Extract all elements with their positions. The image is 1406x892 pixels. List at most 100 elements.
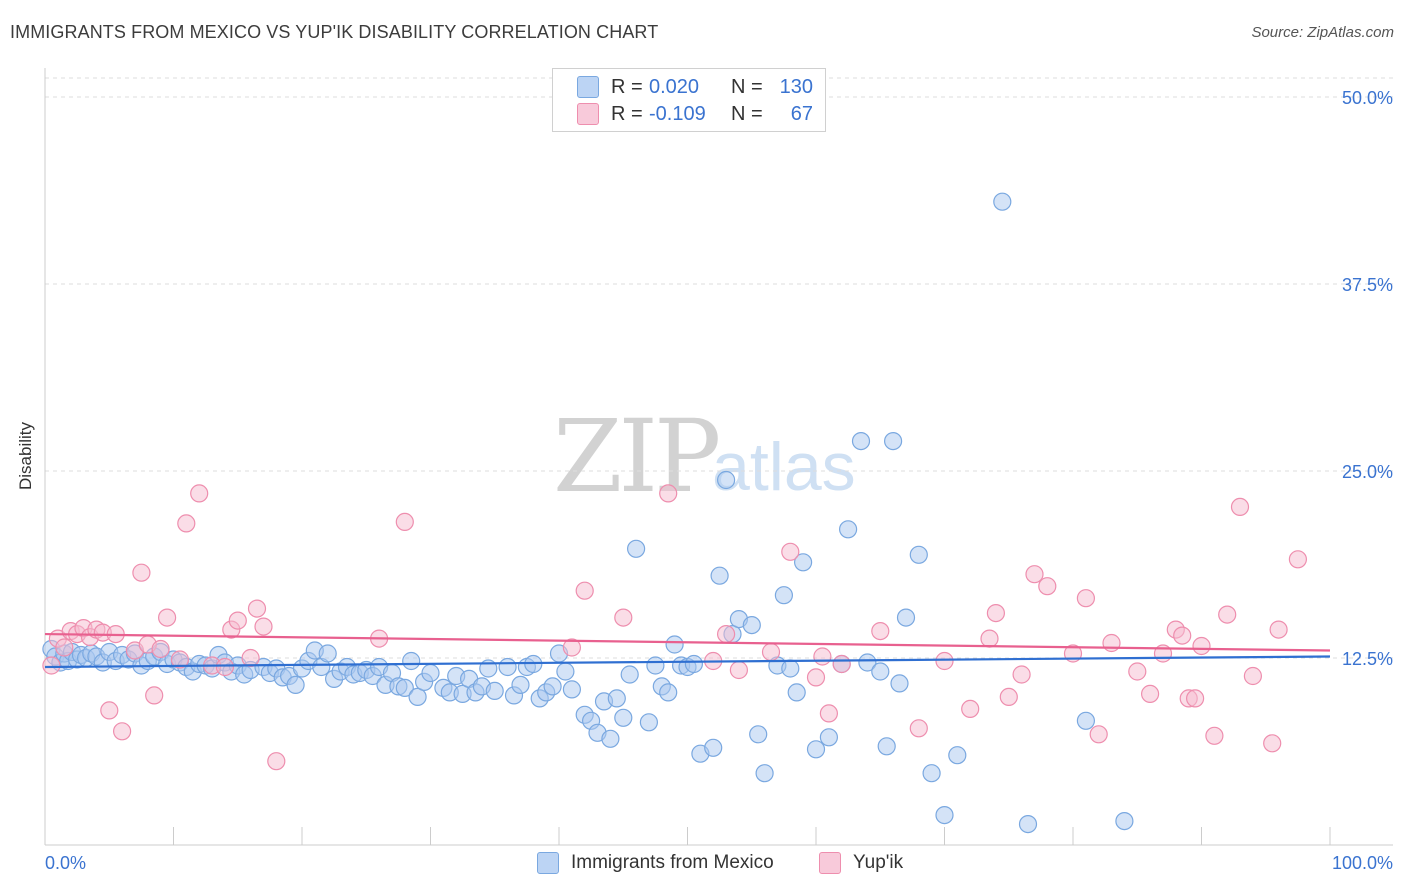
- point-yupik: [190, 484, 209, 503]
- point-mexico: [421, 663, 440, 683]
- point-yupik: [716, 624, 736, 644]
- legend-swatch-blue: [577, 76, 599, 98]
- point-mexico: [646, 656, 665, 675]
- legend-row-mexico: R = 0.020 N = 130: [577, 74, 813, 100]
- point-mexico: [742, 615, 761, 635]
- point-yupik: [132, 563, 151, 582]
- legend-item-yupik[interactable]: Yup'ik: [819, 852, 903, 874]
- trend-line-mexico: [44, 655, 1331, 669]
- point-yupik: [832, 654, 851, 674]
- legend-r-label: R =: [611, 75, 643, 98]
- point-yupik: [1102, 633, 1121, 653]
- point-mexico: [1076, 711, 1096, 730]
- point-mexico: [620, 665, 639, 684]
- point-mexico: [665, 635, 684, 654]
- point-mexico: [896, 608, 916, 627]
- legend-swatch-pink: [577, 103, 599, 125]
- legend-item-mexico[interactable]: Immigrants from Mexico: [537, 852, 774, 874]
- point-mexico: [1018, 814, 1038, 834]
- point-mexico: [890, 674, 909, 693]
- point-mexico: [402, 651, 421, 671]
- legend-label-yupik: Yup'ik: [853, 852, 904, 873]
- point-yupik: [100, 701, 119, 720]
- trend-line-yupik: [44, 632, 1331, 652]
- legend-n-value: 130: [779, 75, 813, 98]
- point-mexico: [286, 675, 305, 695]
- y-tick-label: 37.5%: [1342, 275, 1393, 295]
- point-yupik: [819, 704, 839, 723]
- point-yupik: [254, 617, 273, 636]
- point-mexico: [993, 192, 1012, 211]
- point-mexico: [948, 746, 967, 765]
- point-mexico: [806, 740, 826, 759]
- legend-n-value: 67: [790, 102, 813, 125]
- point-mexico: [716, 470, 736, 490]
- legend-r-value: -0.109: [649, 102, 706, 125]
- point-mexico: [793, 553, 813, 572]
- point-yupik: [806, 668, 826, 687]
- point-mexico: [639, 713, 659, 732]
- y-tick-label: 50.0%: [1342, 88, 1393, 108]
- point-mexico: [395, 678, 414, 698]
- point-yupik: [1205, 726, 1224, 745]
- point-mexico: [684, 654, 704, 674]
- point-yupik: [1218, 605, 1237, 624]
- point-yupik: [42, 656, 61, 675]
- source-label: Source: ZipAtlas.com: [1251, 24, 1394, 41]
- point-mexico: [774, 586, 794, 605]
- point-yupik: [935, 651, 954, 671]
- point-yupik: [986, 603, 1006, 623]
- point-yupik: [55, 638, 74, 657]
- point-yupik: [761, 642, 781, 662]
- point-mexico: [851, 432, 871, 451]
- point-mexico: [498, 657, 517, 677]
- point-yupik: [1288, 550, 1308, 569]
- point-yupik: [1230, 497, 1250, 516]
- legend-swatch-blue: [537, 852, 559, 874]
- point-mexico: [704, 738, 723, 757]
- point-yupik: [247, 599, 267, 618]
- tick-labels: 12.5% 25.0% 37.5% 50.0% 0.0% 100.0%: [45, 88, 1393, 873]
- point-yupik: [1269, 620, 1288, 639]
- point-yupik: [562, 638, 582, 657]
- x-tick-label: 0.0%: [45, 853, 86, 873]
- y-tick-label: 12.5%: [1342, 649, 1393, 669]
- legend-r-label: R =: [611, 102, 643, 125]
- point-yupik: [1089, 725, 1108, 744]
- point-mexico: [1115, 811, 1134, 831]
- point-mexico: [485, 681, 504, 701]
- point-mexico: [883, 432, 903, 451]
- point-yupik: [1243, 666, 1263, 686]
- point-yupik: [1173, 626, 1192, 645]
- point-mexico: [710, 566, 729, 585]
- point-yupik: [158, 608, 177, 627]
- point-yupik: [1128, 662, 1147, 681]
- series-immigrants-from-mexico: [42, 192, 1134, 834]
- point-mexico: [922, 764, 941, 783]
- legend-label-mexico: Immigrants from Mexico: [571, 852, 774, 873]
- correlation-legend: R = 0.020 N = 130 R = -0.109 N = 67: [552, 68, 826, 132]
- point-yupik: [980, 629, 999, 648]
- y-tick-label: 25.0%: [1342, 462, 1393, 482]
- watermark-zip: ZIP: [553, 398, 721, 515]
- point-mexico: [877, 737, 896, 756]
- point-yupik: [813, 647, 832, 666]
- point-yupik: [614, 608, 633, 627]
- legend-row-yupik: R = -0.109 N = 67: [577, 101, 813, 127]
- point-yupik: [1012, 665, 1031, 684]
- point-yupik: [781, 542, 800, 561]
- point-mexico: [787, 683, 806, 702]
- x-tick-label: 100.0%: [1332, 853, 1393, 873]
- point-mexico: [935, 805, 954, 825]
- point-yupik: [177, 514, 196, 533]
- point-mexico: [614, 708, 633, 727]
- point-mexico: [749, 725, 768, 744]
- point-yupik: [112, 722, 132, 741]
- point-mexico: [755, 764, 774, 783]
- point-yupik: [215, 657, 234, 677]
- point-mexico: [871, 662, 890, 681]
- point-yupik: [909, 719, 928, 738]
- point-yupik: [659, 484, 678, 503]
- legend-swatch-pink: [819, 852, 841, 874]
